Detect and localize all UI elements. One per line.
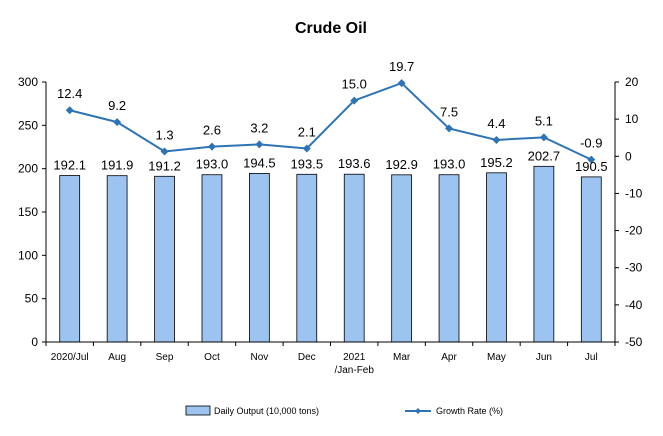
bar-7 bbox=[391, 174, 412, 343]
growth-rate-label-8: 7.5 bbox=[440, 104, 458, 119]
growth-rate-point-3 bbox=[207, 142, 216, 151]
right-tick-label-7: 20 bbox=[625, 75, 639, 89]
x-tick-label-9: May bbox=[487, 352, 506, 363]
bar-1 bbox=[106, 175, 128, 343]
growth-rate-point-8 bbox=[445, 124, 454, 133]
x-tick-label-2: Sep bbox=[156, 352, 174, 363]
bar-4 bbox=[249, 173, 270, 343]
right-tick-label-6: 10 bbox=[625, 112, 639, 126]
legend-bar-swatch bbox=[185, 405, 211, 416]
growth-rate-point-4 bbox=[255, 140, 264, 149]
left-tick-label-3: 150 bbox=[18, 205, 38, 219]
growth-rate-label-3: 2.6 bbox=[203, 123, 221, 138]
right-tick-label-1: -40 bbox=[625, 298, 643, 312]
right-tick-label-3: -20 bbox=[625, 224, 643, 238]
growth-rate-line bbox=[69, 81, 592, 161]
legend-line-label: Growth Rate (%) bbox=[436, 406, 503, 416]
bar-value-label-7: 192.9 bbox=[385, 157, 418, 172]
x-tick-label-8: Apr bbox=[441, 352, 457, 363]
bar-2 bbox=[154, 175, 175, 343]
growth-rate-point-9 bbox=[492, 135, 501, 144]
growth-rate-label-4: 3.2 bbox=[250, 120, 268, 135]
x-tick-label-0: 2020/Jul bbox=[51, 352, 89, 363]
bar-value-label-4: 194.5 bbox=[243, 155, 276, 170]
x-tick-label-1: Aug bbox=[108, 352, 126, 363]
bar-value-label-3: 193.0 bbox=[196, 157, 229, 172]
bar-0 bbox=[59, 175, 81, 343]
growth-rate-point-0 bbox=[65, 106, 74, 115]
bar-value-label-0: 192.1 bbox=[53, 158, 86, 173]
growth-rate-point-6 bbox=[350, 96, 359, 105]
growth-rate-point-1 bbox=[113, 118, 122, 127]
bar-value-label-11: 190.5 bbox=[575, 159, 608, 174]
bar-11 bbox=[580, 176, 602, 343]
x-tick-label-3: Oct bbox=[204, 352, 220, 363]
x-tick-label-5: Dec bbox=[298, 352, 316, 363]
bar-value-label-9: 195.2 bbox=[480, 155, 513, 170]
x-tick-label-10: Jun bbox=[536, 352, 552, 363]
bar-value-label-6: 193.6 bbox=[338, 156, 371, 171]
bar-6 bbox=[343, 173, 365, 343]
growth-rate-label-2: 1.3 bbox=[156, 127, 174, 142]
growth-rate-label-10: 5.1 bbox=[535, 113, 553, 128]
growth-rate-point-5 bbox=[302, 144, 311, 153]
right-tick-label-0: -50 bbox=[625, 335, 643, 349]
bar-5 bbox=[296, 173, 318, 343]
chart-title: Crude Oil bbox=[295, 20, 367, 37]
right-tick-label-4: -10 bbox=[625, 186, 643, 200]
x-tick-label-6: 2021 bbox=[343, 352, 366, 363]
growth-rate-label-7: 19.7 bbox=[389, 59, 414, 74]
left-tick-label-4: 200 bbox=[18, 162, 38, 176]
left-tick-label-1: 50 bbox=[25, 292, 39, 306]
x-tick-label-6-line-1: /Jan-Feb bbox=[334, 365, 374, 376]
right-tick-label-2: -30 bbox=[625, 261, 643, 275]
growth-rate-label-11: -0.9 bbox=[580, 136, 602, 151]
bar-value-label-1: 191.9 bbox=[101, 158, 134, 173]
growth-rate-point-10 bbox=[539, 133, 548, 142]
right-tick-label-5: 0 bbox=[625, 149, 632, 163]
growth-rate-point-2 bbox=[160, 147, 169, 156]
growth-rate-label-5: 2.1 bbox=[298, 124, 316, 139]
left-tick-label-0: 0 bbox=[31, 335, 38, 349]
bar-value-label-8: 193.0 bbox=[433, 157, 466, 172]
growth-rate-label-0: 12.4 bbox=[57, 86, 82, 101]
bar-value-label-2: 191.2 bbox=[148, 158, 181, 173]
growth-rate-label-6: 15.0 bbox=[342, 77, 367, 92]
x-tick-label-11: Jul bbox=[585, 352, 598, 363]
legend-bar-label: Daily Output (10,000 tons) bbox=[214, 406, 319, 416]
left-tick-label-2: 100 bbox=[18, 248, 38, 262]
left-tick-label-5: 250 bbox=[18, 118, 38, 132]
x-tick-label-7: Mar bbox=[393, 352, 411, 363]
bar-10 bbox=[533, 165, 555, 343]
growth-rate-point-7 bbox=[397, 79, 406, 88]
bar-value-label-5: 193.5 bbox=[291, 156, 324, 171]
legend-line-marker bbox=[415, 408, 421, 414]
bar-9 bbox=[486, 172, 507, 343]
growth-rate-point-11 bbox=[587, 155, 596, 164]
bar-value-label-10: 202.7 bbox=[528, 148, 561, 163]
bar-8 bbox=[438, 174, 460, 343]
x-tick-label-4: Nov bbox=[250, 352, 268, 363]
growth-rate-label-9: 4.4 bbox=[487, 116, 505, 131]
growth-rate-label-1: 9.2 bbox=[108, 98, 126, 113]
left-tick-label-6: 300 bbox=[18, 75, 38, 89]
bar-3 bbox=[201, 174, 223, 343]
